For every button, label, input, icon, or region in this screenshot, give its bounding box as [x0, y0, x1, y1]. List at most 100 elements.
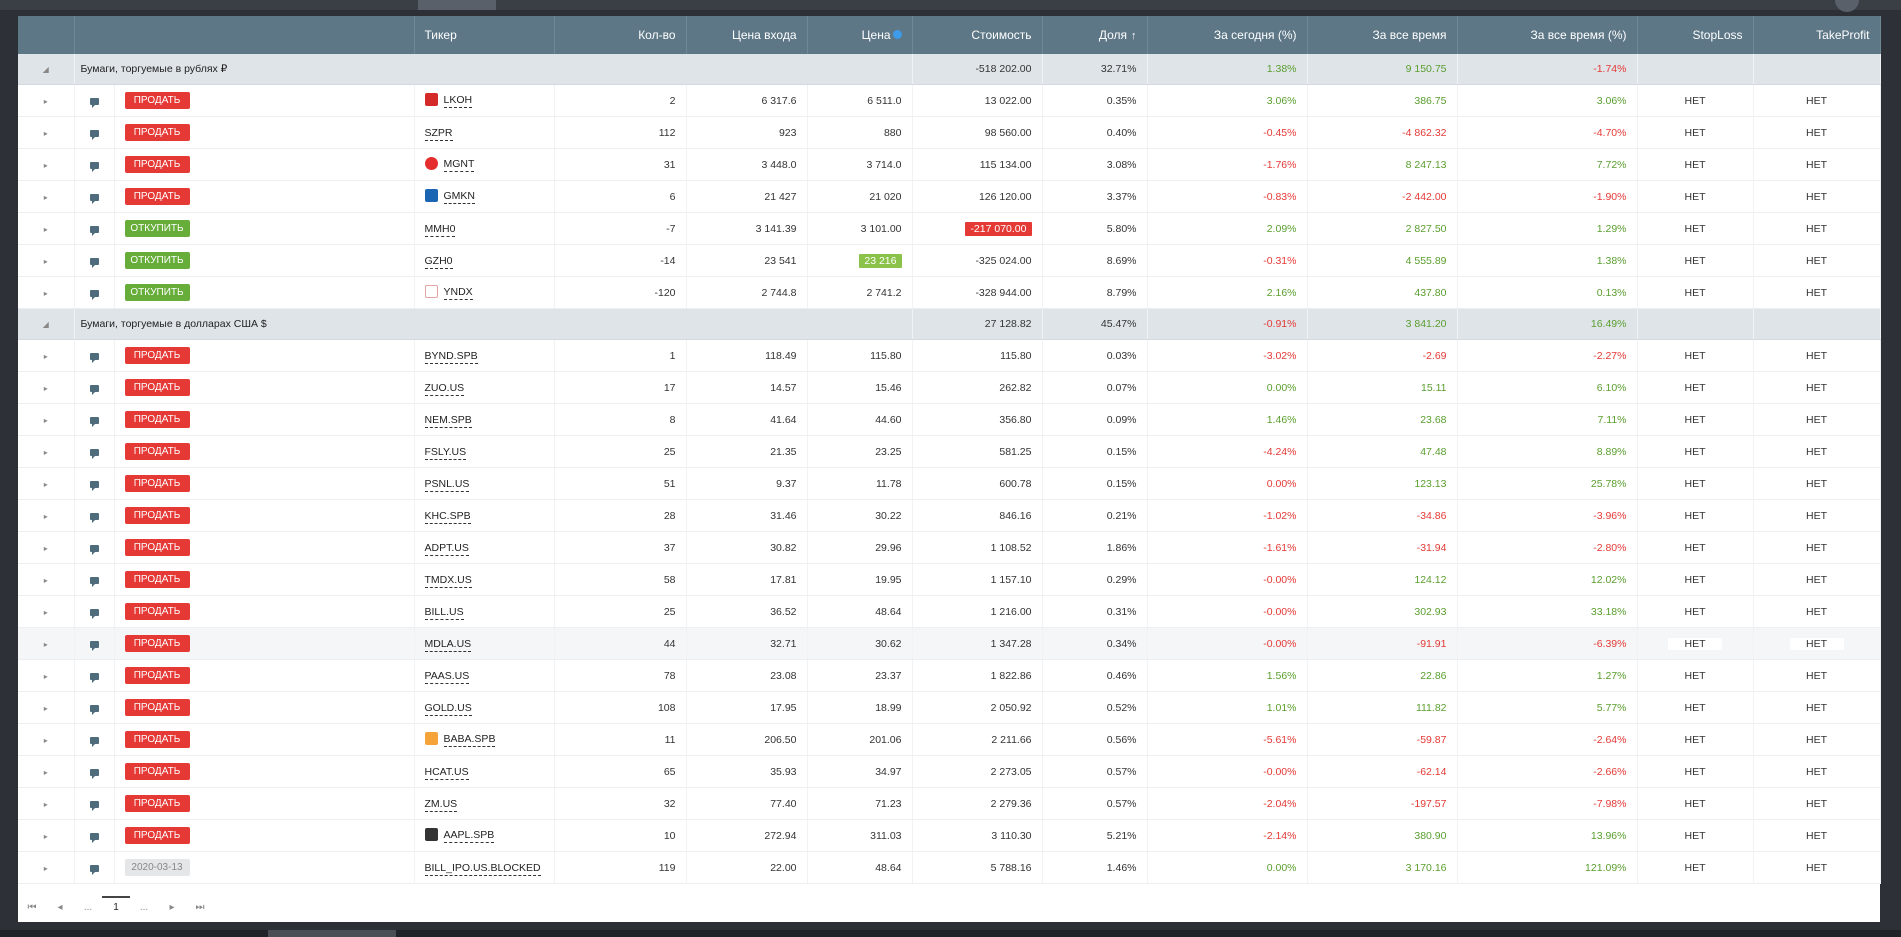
table-row[interactable]: ▸ ПРОДАТЬ FSLY.US 25 21.35 23.25 581.25 0.15% -4…	[18, 435, 1881, 468]
header-today[interactable]: За сегодня (%)	[1147, 16, 1308, 54]
chat-icon[interactable]	[74, 659, 115, 692]
row-expand-icon[interactable]: ▸	[18, 339, 75, 372]
header-entry-price[interactable]: Цена входа	[686, 16, 808, 54]
first-page-icon[interactable]: ⏮	[27, 901, 37, 913]
chat-icon[interactable]	[74, 84, 115, 117]
header-value[interactable]: Стоимость	[912, 16, 1043, 54]
table-row[interactable]: ▸ ОТКУПИТЬ YNDX -120 2 744.8 2 741.2 -328 944.…	[18, 276, 1881, 309]
pager-ellipsis-left[interactable]: ...	[83, 901, 93, 913]
row-expand-icon[interactable]: ▸	[18, 116, 75, 149]
ticker-link[interactable]: BILL_IPO.US.BLOCKED	[424, 861, 541, 876]
sell-button[interactable]: ПРОДАТЬ	[124, 667, 190, 684]
take-profit-cell[interactable]: НЕТ	[1753, 116, 1881, 149]
next-page-icon[interactable]: ▸	[169, 901, 175, 913]
table-row[interactable]: ▸ ПРОДАТЬ BABA.SPB 11 206.50 201.06 2 211.66 0.…	[18, 723, 1881, 756]
stop-loss-cell[interactable]: НЕТ	[1637, 212, 1754, 245]
chat-icon[interactable]	[74, 595, 115, 628]
row-expand-icon[interactable]: ▸	[18, 499, 75, 532]
sell-button[interactable]: ПРОДАТЬ	[124, 827, 190, 844]
buyback-button[interactable]: ОТКУПИТЬ	[124, 284, 190, 301]
row-expand-icon[interactable]: ▸	[18, 691, 75, 724]
chat-icon[interactable]	[74, 787, 115, 820]
pager-ellipsis-right[interactable]: ...	[139, 901, 149, 913]
buyback-button[interactable]: ОТКУПИТЬ	[124, 252, 190, 269]
stop-loss-cell[interactable]: НЕТ	[1637, 723, 1754, 756]
ticker-link[interactable]: GZH0	[424, 254, 453, 269]
stop-loss-cell[interactable]: НЕТ	[1637, 148, 1754, 181]
ticker-link[interactable]: SZPR	[424, 126, 453, 141]
take-profit-cell[interactable]: НЕТ	[1753, 595, 1881, 628]
take-profit-cell[interactable]: НЕТ	[1753, 851, 1881, 884]
row-expand-icon[interactable]: ▸	[18, 180, 75, 213]
stop-loss-cell[interactable]: НЕТ	[1637, 276, 1754, 309]
table-row[interactable]: ▸ 2020-03-13 BILL_IPO.US.BLOCKED 119 22.00 48…	[18, 851, 1881, 884]
header-all-time[interactable]: За все время	[1307, 16, 1458, 54]
chat-icon[interactable]	[74, 755, 115, 788]
sell-button[interactable]: ПРОДАТЬ	[124, 539, 190, 556]
table-row[interactable]: ▸ ПРОДАТЬ PAAS.US 78 23.08 23.37 1 822.86 0.46%…	[18, 659, 1881, 692]
stop-loss-input[interactable]: НЕТ	[1668, 637, 1722, 650]
sell-button[interactable]: ПРОДАТЬ	[124, 731, 190, 748]
row-expand-icon[interactable]: ▸	[18, 435, 75, 468]
row-expand-icon[interactable]: ▸	[18, 148, 75, 181]
group-collapse-icon[interactable]: ◢	[18, 54, 75, 85]
stop-loss-cell[interactable]: НЕТ	[1637, 116, 1754, 149]
row-expand-icon[interactable]: ▸	[18, 755, 75, 788]
stop-loss-cell[interactable]: НЕТ	[1637, 467, 1754, 500]
take-profit-cell[interactable]: НЕТ	[1753, 276, 1881, 309]
ticker-link[interactable]: ADPT.US	[424, 541, 469, 556]
stop-loss-cell[interactable]: НЕТ	[1637, 659, 1754, 692]
ticker-link[interactable]: PAAS.US	[424, 669, 470, 684]
table-row[interactable]: ▸ ПРОДАТЬ SZPR 112 923 880 98 560.00 0.40% -0.45…	[18, 116, 1881, 149]
take-profit-cell[interactable]: НЕТ	[1753, 659, 1881, 692]
take-profit-cell[interactable]: НЕТ	[1753, 819, 1881, 852]
group-collapse-icon[interactable]: ◢	[18, 308, 75, 340]
chat-icon[interactable]	[74, 371, 115, 404]
take-profit-cell[interactable]: НЕТ	[1753, 627, 1881, 660]
table-row[interactable]: ▸ ПРОДАТЬ MGNT 31 3 448.0 3 714.0 115 134.00 3.…	[18, 148, 1881, 181]
row-expand-icon[interactable]: ▸	[18, 659, 75, 692]
table-row[interactable]: ▸ ПРОДАТЬ HCAT.US 65 35.93 34.97 2 273.05 0.57%…	[18, 755, 1881, 788]
sell-button[interactable]: ПРОДАТЬ	[124, 507, 190, 524]
table-row[interactable]: ▸ ПРОДАТЬ KHC.SPB 28 31.46 30.22 846.16 0.21% -1…	[18, 499, 1881, 532]
stop-loss-cell[interactable]: НЕТ	[1637, 531, 1754, 564]
row-expand-icon[interactable]: ▸	[18, 212, 75, 245]
row-expand-icon[interactable]: ▸	[18, 276, 75, 309]
table-row[interactable]: ▸ ОТКУПИТЬ MMH0 -7 3 141.39 3 101.00 -217 070.…	[18, 212, 1881, 245]
take-profit-cell[interactable]: НЕТ	[1753, 244, 1881, 277]
last-page-icon[interactable]: ⏭	[195, 901, 205, 913]
ticker-link[interactable]: FSLY.US	[424, 445, 467, 460]
sell-button[interactable]: ПРОДАТЬ	[124, 379, 190, 396]
row-expand-icon[interactable]: ▸	[18, 84, 75, 117]
row-expand-icon[interactable]: ▸	[18, 563, 75, 596]
row-expand-icon[interactable]: ▸	[18, 467, 75, 500]
chat-icon[interactable]	[74, 467, 115, 500]
chat-icon[interactable]	[74, 531, 115, 564]
sell-button[interactable]: ПРОДАТЬ	[124, 443, 190, 460]
ticker-link[interactable]: BYND.SPB	[424, 349, 478, 364]
take-profit-input[interactable]: НЕТ	[1789, 637, 1844, 650]
stop-loss-cell[interactable]: НЕТ	[1637, 244, 1754, 277]
header-all-time-pct[interactable]: За все время (%)	[1457, 16, 1638, 54]
chat-icon[interactable]	[74, 180, 115, 213]
sell-button[interactable]: ПРОДАТЬ	[124, 603, 190, 620]
header-take-profit[interactable]: TakeProfit	[1753, 16, 1881, 54]
stop-loss-cell[interactable]: НЕТ	[1637, 563, 1754, 596]
stop-loss-cell[interactable]: НЕТ	[1637, 627, 1754, 660]
sell-button[interactable]: ПРОДАТЬ	[124, 124, 190, 141]
stop-loss-cell[interactable]: НЕТ	[1637, 819, 1754, 852]
stop-loss-cell[interactable]: НЕТ	[1637, 755, 1754, 788]
sell-button[interactable]: ПРОДАТЬ	[124, 188, 190, 205]
take-profit-cell[interactable]: НЕТ	[1753, 180, 1881, 213]
row-expand-icon[interactable]: ▸	[18, 403, 75, 436]
chat-icon[interactable]	[74, 244, 115, 277]
chat-icon[interactable]	[74, 435, 115, 468]
take-profit-cell[interactable]: НЕТ	[1753, 691, 1881, 724]
table-row[interactable]: ▸ ПРОДАТЬ GOLD.US 108 17.95 18.99 2 050.92 0.52…	[18, 691, 1881, 724]
ticker-link[interactable]: TMDX.US	[424, 573, 472, 588]
ticker-link[interactable]: NEM.SPB	[424, 413, 472, 428]
sell-button[interactable]: ПРОДАТЬ	[124, 347, 190, 364]
table-row[interactable]: ▸ ПРОДАТЬ ZUO.US 17 14.57 15.46 262.82 0.07% 0.0…	[18, 371, 1881, 404]
sell-button[interactable]: ПРОДАТЬ	[124, 411, 190, 428]
stop-loss-cell[interactable]: НЕТ	[1637, 851, 1754, 884]
